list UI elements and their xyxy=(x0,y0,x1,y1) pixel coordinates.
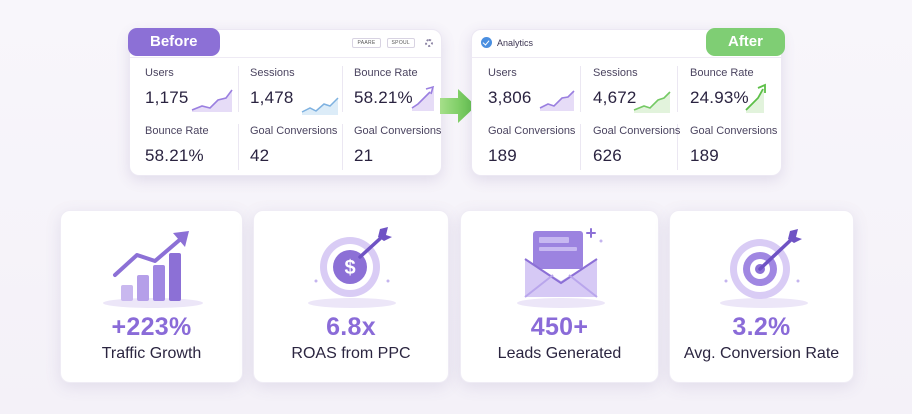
control-button[interactable]: SPOUL xyxy=(386,38,415,48)
metric-value: 42 xyxy=(250,146,270,165)
stat-label: ROAS from PPC xyxy=(291,345,411,362)
analytics-brand: Analytics xyxy=(481,37,533,48)
stat-card-conversion-rate: 3.2% Avg. Conversion Rate xyxy=(669,210,854,383)
after-tag: After xyxy=(705,28,785,56)
sparkline-icon xyxy=(745,83,766,113)
stat-value: 3.2% xyxy=(732,313,791,341)
stat-label: Leads Generated xyxy=(497,345,622,362)
divider xyxy=(677,66,678,112)
metric-value: 626 xyxy=(593,146,622,165)
control-button[interactable]: PAARE xyxy=(352,38,381,48)
stat-card-leads: 450+ Leads Generated xyxy=(460,210,659,383)
divider xyxy=(580,124,581,170)
sparkline-icon xyxy=(411,85,435,111)
metric-value: 58.21% xyxy=(145,146,204,165)
bar-chart-growth-icon xyxy=(103,231,203,308)
before-tag: Before xyxy=(128,28,220,56)
metric-label: Users xyxy=(145,67,174,79)
metric-bounce-rate: Bounce Rate 58.21% xyxy=(354,67,418,108)
metric-label: Goal Conversions xyxy=(250,125,338,137)
metric-value: 1,175 xyxy=(145,88,189,107)
divider xyxy=(238,124,239,170)
metric-value: 24.93% xyxy=(690,88,749,107)
metric-sessions: Sessions 1,478 xyxy=(250,67,295,108)
metric-goal-conversions: Goal Conversions 626 xyxy=(593,125,680,166)
divider xyxy=(580,66,581,112)
metric-label: Bounce Rate xyxy=(354,67,418,79)
sparkline-icon xyxy=(539,90,575,111)
before-controls: PAARE SPOUL xyxy=(352,38,415,48)
metric-goal-conversions: Goal Conversions 189 xyxy=(488,125,575,166)
divider xyxy=(677,124,678,170)
metric-label: Sessions xyxy=(250,67,295,79)
metric-goal-conversions: Goal Conversions 21 xyxy=(354,125,441,166)
metric-sessions: Sessions 4,672 xyxy=(593,67,638,108)
metric-label: Bounce Rate xyxy=(690,67,754,79)
sparkline-icon xyxy=(301,97,339,115)
sparkline-icon xyxy=(633,91,671,113)
metric-bounce-rate: Bounce Rate 58.21% xyxy=(145,125,209,166)
target-arrow-icon xyxy=(720,229,808,308)
stat-value: 450+ xyxy=(530,313,589,341)
svg-text:$: $ xyxy=(344,257,355,279)
stat-label: Traffic Growth xyxy=(101,345,202,362)
metric-value: 21 xyxy=(354,146,374,165)
metric-value: 3,806 xyxy=(488,88,532,107)
metric-goal-conversions: Goal Conversions 189 xyxy=(690,125,777,166)
metric-label: Bounce Rate xyxy=(145,125,209,137)
metric-goal-conversions: Goal Conversions 42 xyxy=(250,125,337,166)
metric-value: 4,672 xyxy=(593,88,637,107)
arrow-right-icon xyxy=(440,89,476,123)
stat-card-roas: $ 6.8x ROAS from PPC xyxy=(253,210,449,383)
metric-value: 189 xyxy=(488,146,517,165)
sparkline-icon xyxy=(191,89,233,112)
stat-card-traffic-growth: +223% Traffic Growth xyxy=(60,210,243,383)
after-panel: Analytics After Users 3,806 Sessions 4,6… xyxy=(471,28,785,176)
divider xyxy=(238,66,239,112)
before-panel-header xyxy=(130,30,441,58)
after-panel-header xyxy=(472,30,781,58)
analytics-brand-label: Analytics xyxy=(497,37,534,48)
stat-value: 6.8x xyxy=(326,313,376,341)
stat-label: Avg. Conversion Rate xyxy=(683,345,840,362)
metric-label: Sessions xyxy=(593,67,638,79)
before-panel: Before PAARE SPOUL Users 1,175 Sessions … xyxy=(128,28,442,176)
dollar-target-icon: $ xyxy=(308,227,396,308)
metric-users: Users 3,806 xyxy=(488,67,532,108)
metric-label: Goal Conversions xyxy=(593,125,681,137)
stat-value: +223% xyxy=(111,313,192,341)
settings-icon[interactable] xyxy=(425,39,433,47)
metric-label: Goal Conversions xyxy=(354,125,442,137)
envelope-icon xyxy=(517,228,605,308)
metric-value: 189 xyxy=(690,146,719,165)
metric-label: Goal Conversions xyxy=(690,125,778,137)
analytics-logo-icon xyxy=(481,37,492,48)
divider xyxy=(342,66,343,112)
divider xyxy=(342,124,343,170)
metric-users: Users 1,175 xyxy=(145,67,189,108)
metric-bounce-rate: Bounce Rate 24.93% xyxy=(690,67,754,108)
metric-value: 58.21% xyxy=(354,88,413,107)
metric-value: 1,478 xyxy=(250,88,294,107)
metric-label: Goal Conversions xyxy=(488,125,576,137)
metric-label: Users xyxy=(488,67,517,79)
